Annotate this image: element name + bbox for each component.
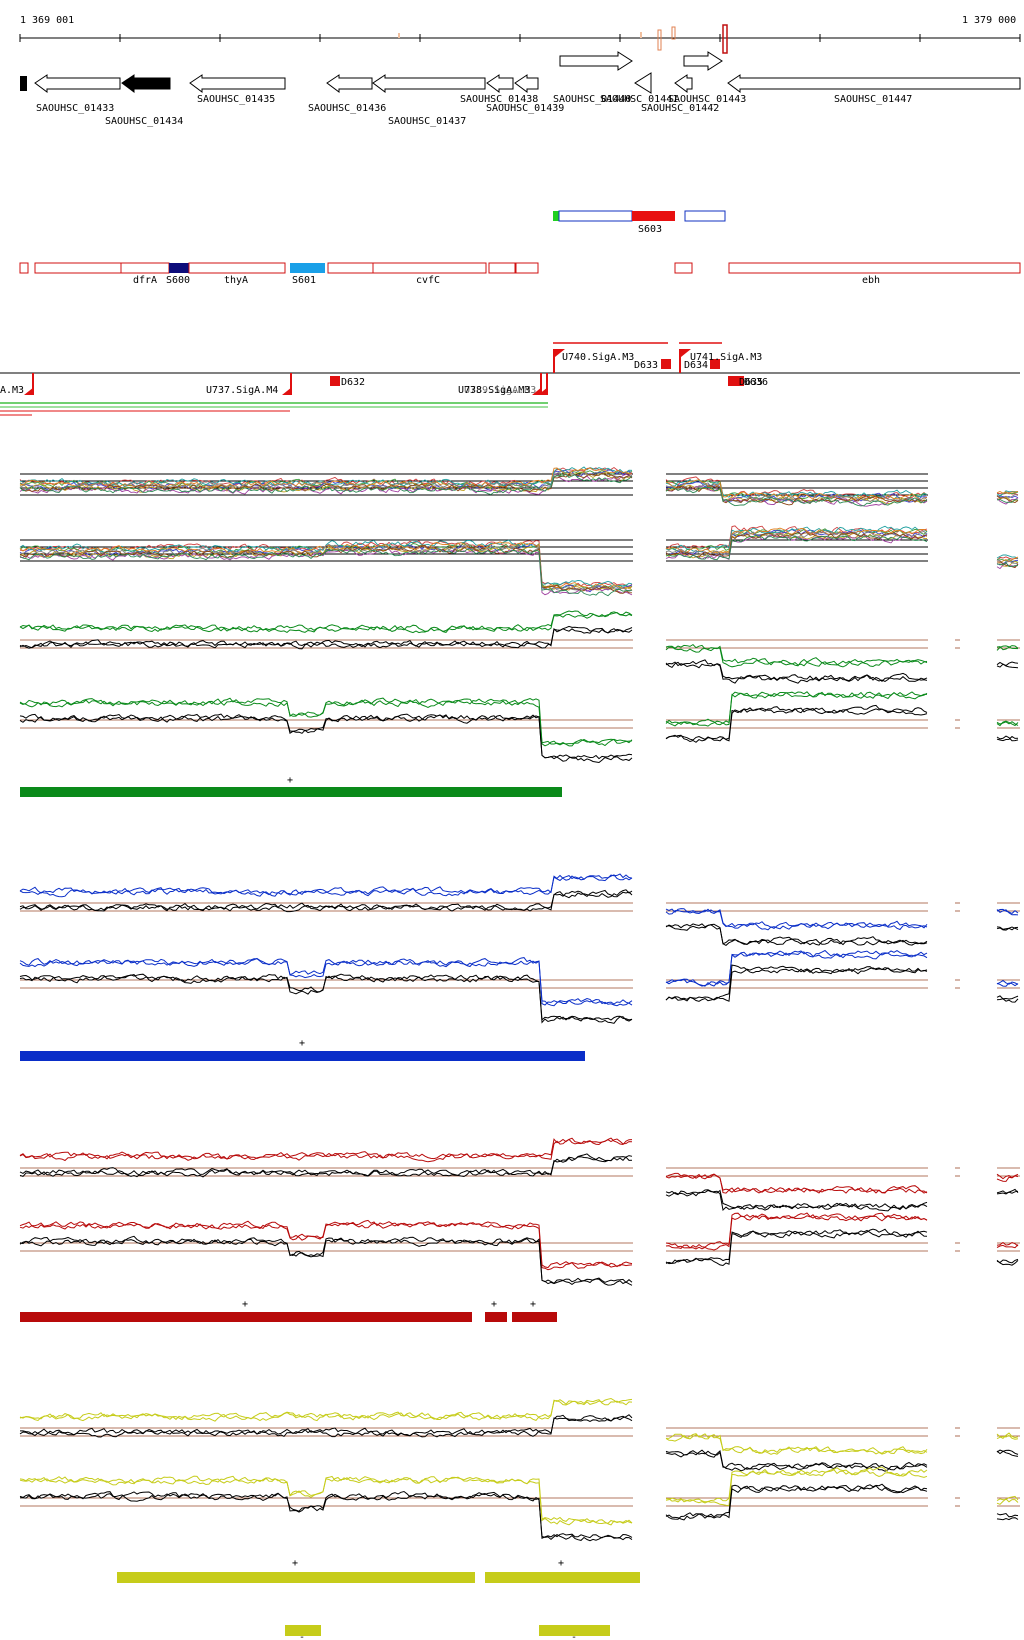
gene-label: SAOUHSC_01435: [197, 94, 275, 105]
gene-label: SAOUHSC_01439: [486, 103, 564, 114]
gene-arrow-saouhsc-01447[interactable]: [727, 74, 1021, 93]
terminator-label-d633: D633: [634, 360, 658, 371]
blue-segment-bar[interactable]: [20, 1051, 585, 1061]
annotation-label-cvfc: cvfC: [416, 275, 440, 286]
ruler-end-label: 1 379 000: [962, 15, 1016, 26]
feature-s603-box[interactable]: [632, 211, 675, 221]
gene-label: SAOUHSC_01434: [105, 116, 183, 127]
annotation-box-thya[interactable]: [188, 262, 286, 274]
ruler-start-label: 1 369 001: [20, 15, 74, 26]
gene-label: SAOUHSC_01437: [388, 116, 466, 127]
gene-label: SAOUHSC_01441: [600, 94, 678, 105]
promoter-track: A.M3 U737.SigA.M4 D632 U738.SigA.M3 U739…: [0, 342, 1020, 416]
strand-mark: +: [292, 1558, 298, 1569]
condition-bars: + + + + + + + - -: [20, 775, 640, 1640]
annotation-label-s601: S601: [292, 275, 316, 286]
terminator-label-d635: D635: [739, 377, 763, 388]
feature-box[interactable]: [684, 210, 726, 222]
coordinate-ruler: 1 369 001 1 379 000: [19, 15, 1021, 54]
strand-mark: +: [299, 1038, 305, 1049]
red-segment-bar[interactable]: [485, 1312, 507, 1322]
terminator-label-d634: D634: [684, 360, 708, 371]
expression-panels: [19, 466, 1020, 1542]
annotation-box[interactable]: [34, 262, 122, 274]
red-segment-bar[interactable]: [512, 1312, 557, 1322]
gene-arrow-saouhsc-01443[interactable]: [683, 51, 723, 71]
feature-label-s603: S603: [638, 224, 662, 235]
promoter-label-u741: U741.SigA.M3: [690, 352, 762, 363]
gene-arrow-saouhsc-01436[interactable]: [326, 74, 373, 93]
promoter-label-u739: U739.SigA.M3: [464, 385, 536, 396]
gene-label: SAOUHSC_01436: [308, 103, 386, 114]
gene-arrow-saouhsc-01433[interactable]: [34, 74, 121, 93]
strand-mark: +: [558, 1558, 564, 1569]
promoter-label-u740: U740.SigA.M3: [562, 352, 634, 363]
yellow-minus-bar[interactable]: [539, 1625, 610, 1636]
gene-label: SAOUHSC_01447: [834, 94, 912, 105]
gene-arrow-saouhsc-01440[interactable]: [559, 51, 633, 71]
gene-label: SAOUHSC_01440: [553, 94, 631, 105]
annotation-box-cvfc[interactable]: [372, 262, 487, 274]
gene-fragment[interactable]: [20, 76, 27, 91]
green-segment-bar[interactable]: [20, 787, 562, 797]
annotation-box-dfra[interactable]: [120, 262, 170, 274]
promoter-label-u738: U738.SigA.M3: [458, 385, 530, 396]
annotation-box-s600[interactable]: [169, 263, 189, 273]
gene-track: SAOUHSC_01433 SAOUHSC_01434 SAOUHSC_0143…: [20, 51, 1021, 127]
annotation-box[interactable]: [674, 262, 693, 274]
promoter-label: A.M3: [0, 385, 24, 396]
terminator-label-d632: D632: [341, 377, 365, 388]
gene-arrow-saouhsc-01435[interactable]: [189, 74, 286, 93]
gene-arrow-saouhsc-01434[interactable]: [121, 74, 171, 93]
promoter-label-u737: U737.SigA.M4: [206, 385, 278, 396]
annotation-box-ebh[interactable]: [728, 262, 1021, 274]
strand-mark: +: [530, 1299, 536, 1310]
gene-arrow-saouhsc-01442[interactable]: [674, 74, 693, 93]
annotation-box-s601[interactable]: [290, 263, 325, 273]
annotation-box[interactable]: [488, 262, 516, 274]
annotation-label-dfra: dfrA: [133, 275, 157, 286]
annotation-label-s600: S600: [166, 275, 190, 286]
strand-mark: +: [287, 775, 293, 786]
annotation-box[interactable]: [515, 262, 539, 274]
gene-arrow-saouhsc-01441[interactable]: [634, 72, 652, 94]
strand-mark: -: [571, 1632, 577, 1640]
gene-arrow-saouhsc-01439[interactable]: [514, 74, 539, 93]
strand-mark: +: [242, 1299, 248, 1310]
feature-start-mark[interactable]: [553, 211, 559, 221]
annotation-box[interactable]: [327, 262, 374, 274]
annotation-label-thya: thyA: [224, 275, 248, 286]
terminator-label-d636: D636: [744, 377, 768, 388]
feature-s603-track: S603: [553, 210, 726, 235]
gene-label: SAOUHSC_01443: [668, 94, 746, 105]
gene-arrow-saouhsc-01438[interactable]: [486, 74, 514, 93]
gene-arrow-saouhsc-01437[interactable]: [372, 74, 486, 93]
feature-box[interactable]: [558, 210, 633, 222]
red-segment-bar[interactable]: [20, 1312, 472, 1322]
yellow-segment-bar[interactable]: [117, 1572, 475, 1583]
strand-mark: -: [299, 1632, 305, 1640]
gene-label: SAOUHSC_01438: [460, 94, 538, 105]
yellow-minus-bar[interactable]: [285, 1625, 321, 1636]
annotation-box[interactable]: [19, 262, 29, 274]
gene-label: SAOUHSC_01433: [36, 103, 114, 114]
strand-mark: +: [491, 1299, 497, 1310]
gene-label: SAOUHSC_01442: [641, 103, 719, 114]
annotation-track: dfrA S600 thyA S601 cvfC ebh: [19, 262, 1021, 286]
yellow-segment-bar[interactable]: [485, 1572, 640, 1583]
annotation-label-ebh: ebh: [862, 275, 880, 286]
